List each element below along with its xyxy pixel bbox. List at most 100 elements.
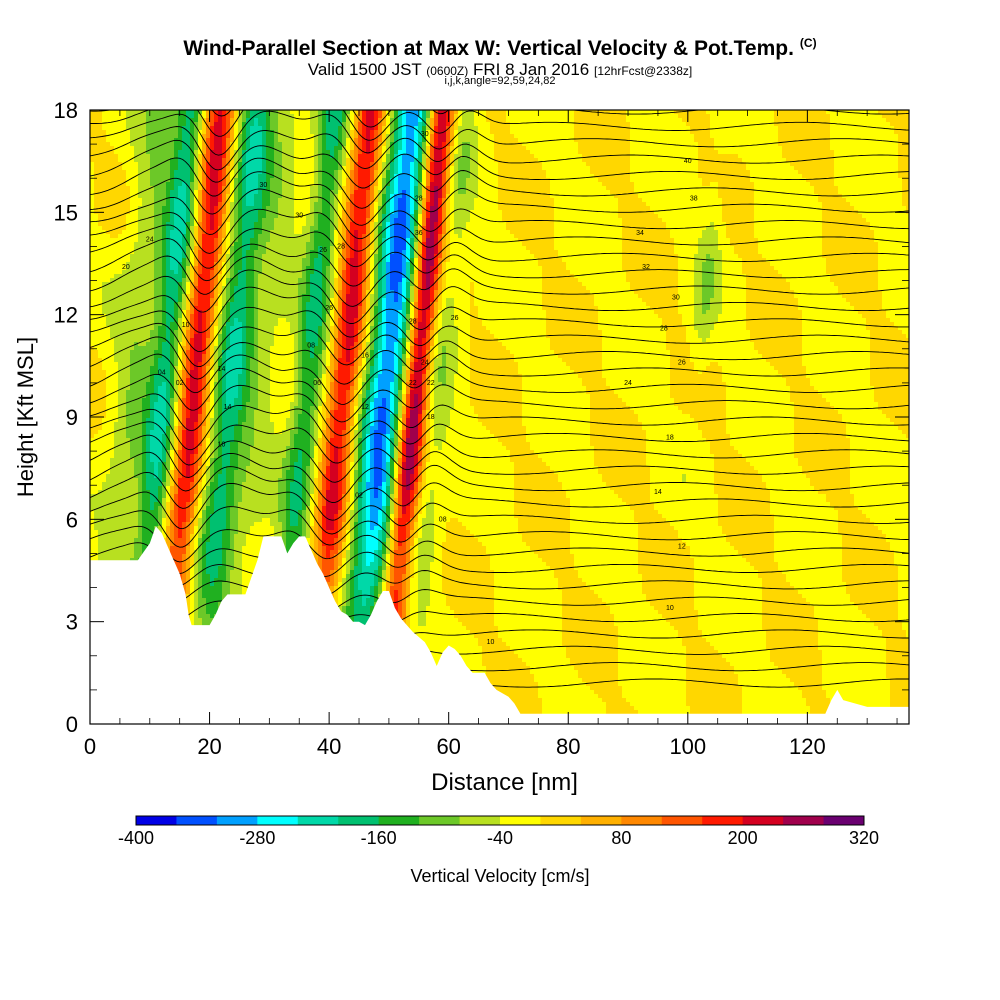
y-tick-label: 15 <box>54 200 78 225</box>
isentrope <box>90 525 909 563</box>
isentrope <box>90 404 909 451</box>
x-tick-label: 60 <box>436 734 460 759</box>
isentrope <box>90 466 909 521</box>
isentrope-label: 36 <box>415 230 423 237</box>
colorbar-tick-label: 80 <box>611 828 631 848</box>
isentrope-label: 34 <box>636 230 644 237</box>
colorbar-swatch <box>702 816 744 825</box>
y-tick-label: 9 <box>66 405 78 430</box>
colorbar-label: Vertical Velocity [cm/s] <box>0 866 1000 887</box>
isentrope <box>90 542 909 577</box>
isentrope-label: 22 <box>427 380 435 387</box>
isentrope-label: 40 <box>684 158 692 165</box>
isentrope-label: 26 <box>325 305 333 312</box>
y-tick-label: 12 <box>54 303 78 328</box>
chart-indices: i,j,k,angle=92,59,24,82 <box>0 75 1000 87</box>
isentrope <box>90 238 909 287</box>
colorbar-swatch <box>621 816 663 825</box>
isentrope <box>90 139 909 189</box>
isentrope-label: 24 <box>624 380 632 387</box>
colorbar-swatch <box>783 816 825 825</box>
isentrope-label: 30 <box>295 213 303 220</box>
colorbar-tick-label: 200 <box>728 828 758 848</box>
y-tick-label: 6 <box>66 507 78 532</box>
colorbar-swatch <box>419 816 461 825</box>
isentrope-label: 10 <box>182 322 190 329</box>
x-tick-label: 0 <box>84 734 96 759</box>
isentrope-label: 26 <box>451 315 459 322</box>
colorbar-tick-label: -280 <box>239 828 275 848</box>
isentrope-label: 16 <box>361 353 369 360</box>
colorbar-swatch <box>338 816 380 825</box>
isentrope <box>90 110 909 156</box>
isentrope <box>90 434 909 483</box>
isentrope-label: 02 <box>176 380 184 387</box>
isentrope <box>90 580 909 613</box>
colorbar-swatch <box>257 816 299 825</box>
isentrope-label: 10 <box>218 441 226 448</box>
x-tick-label: 80 <box>556 734 580 759</box>
isentrope-label: 14 <box>654 489 662 496</box>
colorbar-swatch <box>136 816 177 825</box>
y-tick-label: 0 <box>66 712 78 737</box>
colorbar-tick-label: -160 <box>361 828 397 848</box>
x-tick-label: 20 <box>197 734 221 759</box>
isentrope <box>90 110 909 141</box>
isentrope <box>90 451 909 503</box>
colorbar-swatch <box>823 816 865 825</box>
isentrope-label: 30 <box>421 131 429 138</box>
isentrope <box>90 322 909 368</box>
isentrope-label: 38 <box>690 196 698 203</box>
colorbar-swatch <box>297 816 339 825</box>
colorbar-swatch <box>378 816 420 825</box>
y-tick-label: 18 <box>54 98 78 123</box>
isentrope-label: 32 <box>642 264 650 271</box>
isentrope <box>90 255 909 307</box>
isentrope-label: 06 <box>313 380 321 387</box>
isentrope-label: 24 <box>146 237 154 244</box>
isentrope-label: 12 <box>678 544 686 551</box>
isentrope <box>90 562 909 597</box>
colorbar-swatch <box>176 816 218 825</box>
isentrope-label: 18 <box>666 434 674 441</box>
copyright-mark: (C) <box>800 36 817 50</box>
isentrope-label: 30 <box>259 182 267 189</box>
colorbar-swatch <box>580 816 622 825</box>
isentrope-label: 30 <box>672 295 680 302</box>
isentrope <box>90 506 909 548</box>
colorbar-swatch <box>216 816 258 825</box>
isentrope-label: 28 <box>409 318 417 325</box>
isentrope <box>90 171 909 226</box>
isentrope-label: 10 <box>666 605 674 612</box>
isentrope <box>90 336 909 385</box>
isentrope-label: 24 <box>421 359 429 366</box>
x-axis-label: Distance [nm] <box>431 769 578 796</box>
isentrope-label: 12 <box>361 404 369 411</box>
x-tick-label: 100 <box>669 734 706 759</box>
isentrope <box>90 482 909 535</box>
chart-subtitle: Valid 1500 JST (0600Z) FRI 8 Jan 2016 [1… <box>0 60 1000 80</box>
isentrope <box>90 157 909 209</box>
colorbar-tick-label: -400 <box>118 828 154 848</box>
x-tick-label: 120 <box>789 734 826 759</box>
isentrope <box>90 126 909 171</box>
colorbar-swatch <box>459 816 501 825</box>
colorbar-frame <box>135 815 865 826</box>
isentrope-label: 08 <box>439 516 447 523</box>
isentrope-label: 04 <box>158 370 166 377</box>
y-axis-label: Height [Kft MSL] <box>13 337 38 497</box>
isentrope <box>90 421 909 466</box>
isentrope-label: 02 <box>355 492 363 499</box>
terrain <box>90 526 909 724</box>
isentrope <box>90 353 909 405</box>
isentrope-label: 18 <box>427 414 435 421</box>
colorbar-tick-label: 320 <box>849 828 879 848</box>
isentrope <box>90 286 909 338</box>
colorbar-swatch <box>540 816 582 825</box>
isentrope <box>90 224 909 269</box>
y-tick-label: 3 <box>66 610 78 635</box>
isentrope <box>90 208 909 254</box>
isentrope-label: 10 <box>487 639 495 646</box>
